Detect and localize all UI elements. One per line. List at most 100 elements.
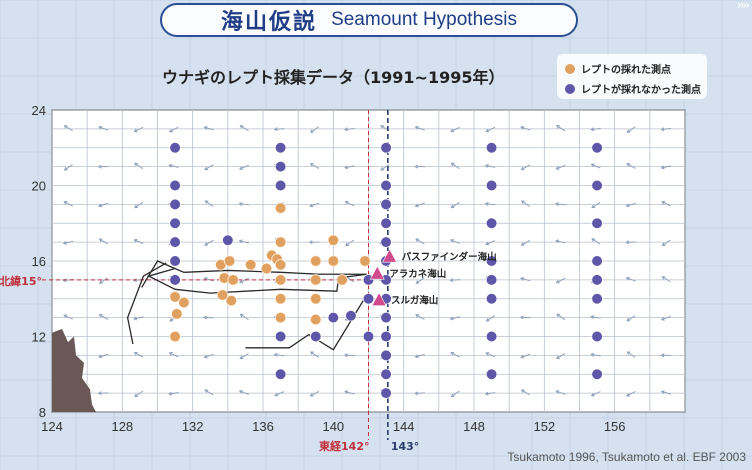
current-arrow-head-icon: [62, 278, 67, 283]
land-island: [56, 367, 68, 378]
title-english: Seamount Hypothesis: [331, 9, 517, 30]
current-arrow-icon: [416, 277, 425, 284]
current-arrow-head-icon: [485, 318, 490, 322]
corner-arrows-icon: ››››: [736, 0, 750, 12]
current-arrow-icon: [521, 200, 531, 207]
data-point-caught: [169, 291, 181, 303]
current-arrow-icon: [344, 165, 355, 169]
longitude-142-label: 東経142°: [319, 439, 369, 453]
data-point-not-caught: [380, 368, 392, 380]
current-arrow-head-icon: [520, 242, 525, 246]
data-point-not-caught: [274, 368, 287, 380]
current-arrow-icon: [450, 239, 460, 244]
data-point-caught: [310, 274, 322, 286]
current-arrow-head-icon: [98, 125, 103, 130]
current-arrow-icon: [309, 202, 320, 207]
current-arrow-icon: [134, 162, 144, 170]
data-point-not-caught: [274, 142, 287, 154]
data-point-not-caught: [591, 255, 603, 267]
current-arrow-icon: [451, 390, 460, 397]
data-point-not-caught: [485, 142, 498, 154]
current-arrow-icon: [661, 128, 672, 130]
current-arrow-head-icon: [484, 391, 489, 396]
current-arrow-icon: [204, 353, 214, 358]
data-point-not-caught: [169, 179, 181, 192]
current-arrow-head-icon: [273, 127, 278, 132]
current-arrow-icon: [64, 125, 73, 132]
current-arrow-icon: [486, 315, 495, 322]
current-arrow-head-icon: [661, 242, 666, 247]
current-arrow-head-icon: [555, 166, 560, 170]
current-arrow-head-icon: [626, 163, 631, 167]
y-tick-label: 12: [32, 330, 46, 345]
current-arrow-head-icon: [343, 353, 348, 358]
data-point-caught: [327, 255, 340, 267]
current-arrow-icon: [310, 163, 320, 169]
y-tick-label: 8: [39, 405, 46, 420]
current-arrow-head-icon: [660, 127, 665, 132]
current-arrow-head-icon: [98, 203, 103, 208]
current-arrow-head-icon: [133, 316, 138, 321]
seamount-label: スルガ海山: [391, 295, 438, 307]
current-arrow-icon: [415, 126, 425, 131]
data-point-caught: [274, 274, 287, 286]
data-point-not-caught: [380, 236, 392, 248]
current-arrow-icon: [450, 352, 460, 358]
data-point-not-caught: [274, 161, 287, 173]
data-point-not-caught: [380, 217, 392, 229]
current-arrow-head-icon: [63, 167, 68, 171]
data-point-not-caught: [310, 330, 322, 343]
current-arrow-icon: [450, 126, 460, 132]
current-arrow-icon: [240, 125, 249, 132]
current-arrow-head-icon: [626, 129, 631, 133]
current-arrow-head-icon: [63, 314, 68, 319]
current-arrow-icon: [204, 126, 214, 131]
current-arrow-icon: [63, 314, 74, 320]
current-arrow-head-icon: [238, 239, 243, 244]
current-arrow-head-icon: [380, 167, 385, 171]
seamount-triangle-icon: [369, 265, 385, 280]
data-point-not-caught: [485, 255, 498, 267]
current-arrow-head-icon: [414, 354, 419, 359]
current-arrow-icon: [415, 353, 425, 358]
current-arrow-head-icon: [63, 125, 68, 129]
legend-marker-not-caught: [565, 83, 575, 94]
title-japanese: 海山仮説: [221, 10, 318, 35]
current-arrow-icon: [415, 392, 425, 394]
data-point-not-caught: [169, 142, 181, 154]
current-arrow-head-icon: [274, 392, 279, 397]
current-arrow-icon: [310, 351, 320, 358]
current-arrow-icon: [556, 164, 566, 170]
data-point-caught: [171, 308, 183, 320]
data-point-not-caught: [485, 179, 498, 192]
current-arrow-head-icon: [449, 278, 454, 283]
data-point-caught: [274, 311, 287, 324]
current-arrow-head-icon: [449, 316, 454, 321]
ship-track-line: [141, 260, 367, 294]
current-arrow-icon: [520, 277, 531, 282]
data-point-not-caught: [591, 142, 603, 154]
legend-label-caught: レプトの採れた測点: [581, 65, 671, 76]
current-arrow-head-icon: [204, 166, 209, 171]
data-point-not-caught: [380, 312, 392, 324]
current-arrow-icon: [344, 127, 355, 131]
x-tick-label: 140: [322, 419, 344, 434]
current-arrow-head-icon: [168, 163, 173, 168]
data-point-not-caught: [485, 368, 498, 380]
current-arrow-icon: [274, 354, 285, 357]
data-point-caught: [225, 294, 238, 307]
data-point-not-caught: [169, 236, 181, 248]
current-arrow-head-icon: [134, 393, 138, 398]
current-arrow-head-icon: [520, 354, 525, 359]
current-arrow-icon: [627, 126, 636, 133]
current-arrow-head-icon: [626, 393, 630, 397]
current-arrow-head-icon: [449, 238, 454, 243]
current-arrow-head-icon: [590, 127, 595, 132]
current-arrow-head-icon: [485, 241, 490, 246]
current-arrow-head-icon: [380, 125, 385, 129]
current-arrow-icon: [134, 126, 144, 132]
legend-item-not-caught: レプトが採れなかった測点: [565, 81, 701, 96]
current-arrow-head-icon: [450, 393, 455, 398]
x-tick-label: 152: [533, 419, 555, 434]
current-arrow-icon: [556, 390, 566, 395]
